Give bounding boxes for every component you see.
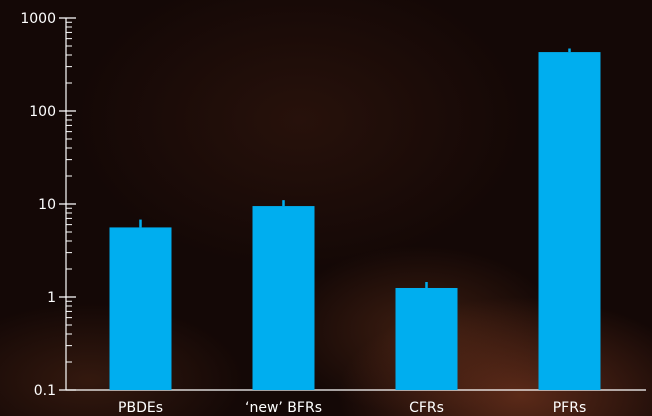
bar [252,206,315,390]
axis-labels: 0.1 1 10 100 1000 PBDEs ‘new’ BFRs CFRs PFRs [20,11,586,416]
bar [538,52,601,390]
x-tick-label: ‘new’ BFRs [245,400,322,416]
x-tick-label: PFRs [553,400,587,416]
bar [395,287,458,390]
bar [109,227,172,390]
bars [109,48,601,390]
y-tick-label: 1000 [20,11,56,27]
y-tick-label: 10 [38,197,56,213]
y-tick-label: 0.1 [34,383,56,399]
x-tick-label: CFRs [409,400,444,416]
y-tick-label: 1 [47,290,56,306]
x-tick-label: PBDEs [118,400,163,416]
y-tick-label: 100 [29,104,56,120]
